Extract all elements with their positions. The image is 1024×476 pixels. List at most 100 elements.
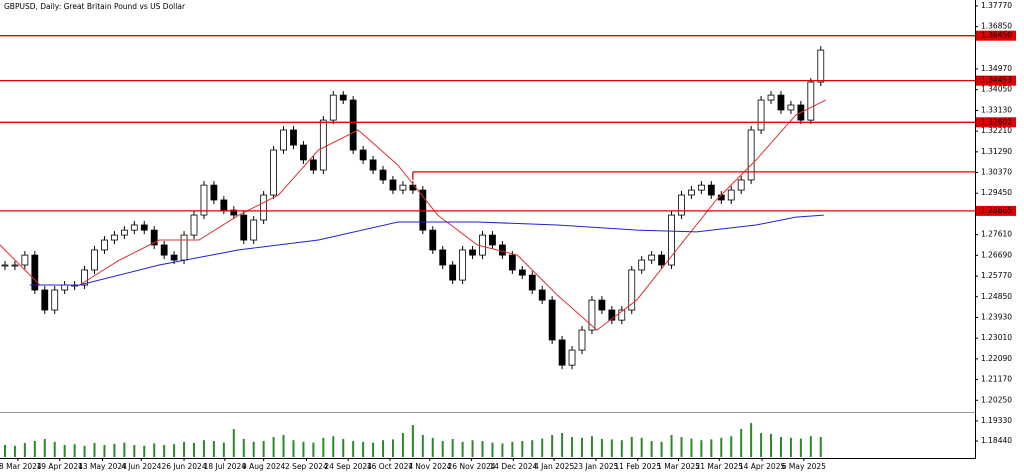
candle [588,299,596,331]
candle [160,244,168,256]
x-tick-label: 11 Feb 2025 [614,462,661,471]
candle [518,269,526,276]
candle [618,309,626,321]
y-tick-label: 1.34050 [981,85,1012,94]
candle [200,184,208,216]
candle [359,149,367,161]
y-tick-label: 1.26690 [981,250,1012,259]
candle [329,94,337,121]
x-tick-label: 14 Dec 2024 [489,462,537,471]
x-tick-label: 24 Sep 2024 [324,462,372,471]
level-label-box [976,117,1016,128]
candle [61,284,69,291]
candle [21,254,29,266]
candle [608,309,616,321]
y-tick-label: 1.23930 [981,312,1012,321]
candle [727,189,735,201]
candle [91,249,98,271]
candle [180,234,188,261]
candle [280,129,287,151]
level-label: 1.28665 [981,206,1012,215]
y-tick-label: 1.19330 [981,416,1012,425]
candle [399,184,407,191]
candle [469,249,476,256]
candle [369,159,377,171]
y-tick-label: 1.23010 [981,333,1012,342]
candle [170,254,178,261]
x-tick-label: 18 Jul 2024 [204,462,247,471]
y-tick-label: 1.18440 [981,436,1012,445]
candle [777,94,785,111]
candle [688,189,695,196]
candle [379,169,387,181]
candle [120,229,128,236]
y-tick-label: 1.34970 [981,64,1012,73]
candle [678,194,685,216]
y-tick-label: 1.33130 [981,105,1012,114]
x-tick-label: 14 Apr 2025 [739,462,786,471]
candle [767,94,775,101]
candle [558,339,566,366]
y-tick-label: 1.21170 [981,375,1012,384]
candle [31,254,39,291]
y-tick-label: 1.36850 [981,22,1012,31]
candle [707,184,715,196]
candle [290,129,297,146]
candle [319,119,327,171]
candle [349,99,357,151]
candle [300,144,307,161]
candle [429,229,437,251]
x-tick-label: 2 Sep 2024 [285,462,328,471]
candle [568,349,576,366]
candle [697,184,705,191]
x-tick-label: 1 Mar 2025 [657,462,700,471]
moving-average [0,99,826,331]
candle [508,254,516,271]
candle [538,289,546,301]
candle [220,199,228,211]
moving-average [29,214,824,286]
x-tick-label: 26 Jun 2024 [161,462,206,471]
y-tick-label: 1.30370 [981,168,1012,177]
candle [807,81,815,121]
candle [747,129,755,181]
level-label: 1.32602 [981,117,1012,126]
y-tick-label: 1.37770 [981,1,1012,10]
candle [548,299,556,341]
candle [260,194,268,221]
level-label: 1.34453 [981,76,1012,85]
x-tick-label: 7 Nov 2024 [408,462,451,471]
x-tick-label: 9 Aug 2024 [242,462,285,471]
candle [459,249,467,281]
candle [648,254,656,261]
candle [250,219,258,241]
x-tick-label: 28 Mar 2024 [0,462,42,471]
x-tick-label: 4 Jun 2024 [121,462,162,471]
candle [757,99,765,131]
candle [817,49,825,83]
candle [489,234,496,246]
candle [101,239,108,251]
candle [51,289,59,311]
candle [628,269,636,311]
candle [81,269,88,286]
candle [240,214,248,241]
candle [449,264,457,281]
x-tick-label: 23 Jan 2025 [573,462,618,471]
candle [111,234,118,241]
x-tick-label: 4 Jan 2025 [534,462,574,471]
y-tick-label: 1.20250 [981,395,1012,404]
candle [339,94,347,101]
candle [528,274,536,291]
candle [499,244,506,256]
candle [389,179,397,191]
candle [140,224,148,231]
y-tick-label: 1.31290 [981,147,1012,156]
candle [578,329,586,351]
candle [11,264,19,267]
candle [210,184,218,201]
y-tick-label: 1.32210 [981,126,1012,135]
candle [638,259,646,271]
candle [1,264,9,267]
